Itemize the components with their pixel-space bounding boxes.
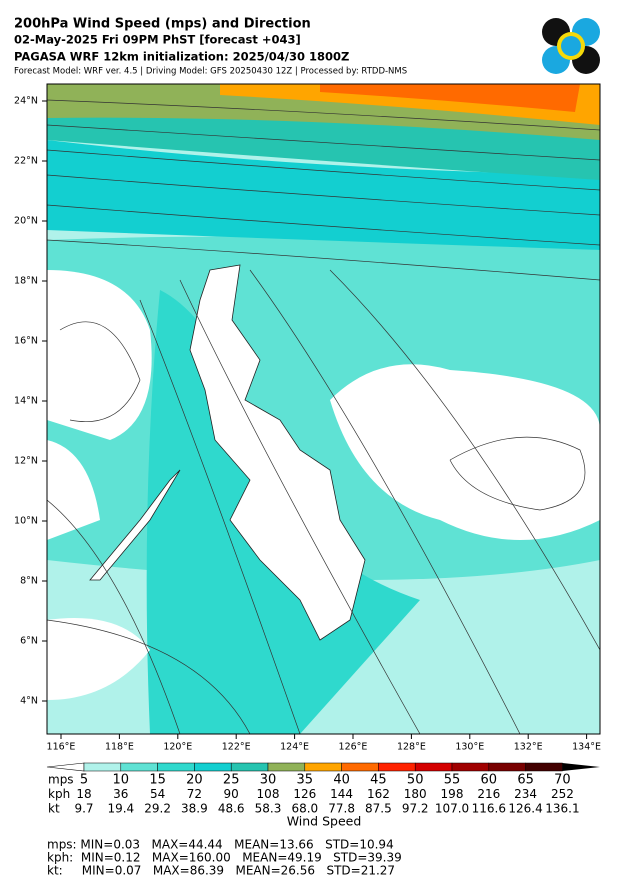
lon-label: 130°E [455,742,484,753]
lon-label: 134°E [572,742,601,753]
lon-label: 132°E [514,742,543,753]
colorbar-label: 126 [293,787,316,801]
lat-label: 16°N [14,336,38,347]
lat-label: 24°N [14,96,38,107]
lon-label: 128°E [397,742,426,753]
colorbar-label: 116.6 [472,802,506,816]
colorbar-bin [414,762,453,772]
lat-label: 4°N [20,696,38,707]
colorbar-label: 20 [186,773,203,788]
colorbar-label: 55 [444,773,461,788]
colorbar-label: 36 [113,787,128,801]
colorbar-arrow [46,762,85,772]
colorbar-bin [230,762,269,772]
credits: Forecast Model: WRF ver. 4.5 | Driving M… [14,67,407,77]
colorbar-label: 234 [514,787,537,801]
colorbar-label: 72 [187,787,202,801]
colorbar-label: 68.0 [291,802,318,816]
colorbar-label: 107.0 [435,802,469,816]
lon-label: 124°E [280,742,309,753]
colorbar-label: 40 [333,773,350,788]
colorbar-bin [157,762,195,772]
colorbar-label: 19.4 [107,802,134,816]
colorbar-label: 60 [481,773,498,788]
lat-label: 22°N [14,156,38,167]
colorbar-label: 15 [149,773,166,788]
colorbar-label: 162 [367,787,390,801]
colorbar-label: 97.2 [402,802,429,816]
lat-label: 8°N [20,576,38,587]
lat-label: 6°N [20,636,38,647]
colorbar-label: 126.4 [508,802,542,816]
stats-line: kph: MIN=0.12 MAX=160.00 MEAN=49.19 STD=… [47,851,402,865]
colorbar-bin [525,762,563,772]
colorbar-label: 5 [80,773,88,788]
colorbar-label: 87.5 [365,802,392,816]
colorbar-label: 10 [113,773,130,788]
unit-label: kph [48,787,70,801]
lon-label: 126°E [339,742,368,753]
colorbar-bin [83,762,122,772]
colorbar-bin [267,762,306,772]
colorbar-bin [488,762,526,772]
colorbar-title: Wind Speed [287,814,362,829]
lon-label: 122°E [222,742,251,753]
stats-line: mps: MIN=0.03 MAX=44.44 MEAN=13.66 STD=1… [47,838,394,852]
colorbar-label: 9.7 [74,802,93,816]
colorbar-label: 50 [407,773,424,788]
lat-label: 14°N [14,396,38,407]
map-frame [46,83,601,735]
lat-label: 12°N [14,456,38,467]
colorbar-label: 38.9 [181,802,208,816]
colorbar-label: 30 [260,773,277,788]
colorbar-label: 108 [257,787,280,801]
colorbar-label: 48.6 [218,802,245,816]
lat-label: 10°N [14,516,38,527]
colorbar-bin [304,762,342,772]
lon-label: 116°E [47,742,76,753]
lon-label: 118°E [105,742,134,753]
lat-label: 20°N [14,216,38,227]
colorbar-label: 180 [404,787,427,801]
unit-label: mps [48,773,74,787]
colorbar-label: 198 [441,787,464,801]
subtitle: 02-May-2025 Fri 09PM PhST [forecast +043… [14,33,301,47]
colorbar-label: 90 [224,787,239,801]
colorbar-arrow [562,763,600,771]
title: 200hPa Wind Speed (mps) and Direction [14,17,311,32]
colorbar-bin [341,762,379,772]
lat-label: 18°N [14,276,38,287]
stats-line: kt: MIN=0.07 MAX=86.39 MEAN=26.56 STD=21… [47,864,395,878]
colorbar-label: 45 [370,773,387,788]
colorbar-label: 35 [297,773,314,788]
init: PAGASA WRF 12km initialization: 2025/04/… [14,50,349,64]
colorbar-label: 144 [330,787,353,801]
colorbar-label: 70 [554,773,571,788]
lon-label: 120°E [163,742,192,753]
colorbar-bin [378,762,416,772]
colorbar-label: 65 [517,773,534,788]
colorbar-label: 136.1 [545,802,579,816]
colorbar-label: 25 [223,773,240,788]
logo [542,18,600,74]
colorbar-label: 29.2 [144,802,171,816]
map [47,84,600,734]
colorbar-label: 252 [551,787,574,801]
labels: 24°N 22°N 20°N 18°N 16°N 14°N 12°N 10°N 8°N 6°N 4°… [14,96,601,878]
colorbar-label: 58.3 [255,802,282,816]
colorbar-label: 18 [76,787,91,801]
colorbar-bin [451,762,490,772]
colorbar-label: 77.8 [328,802,355,816]
colorbar-label: 54 [150,787,165,801]
unit-label: kt [48,802,60,816]
colorbar-bin [194,762,232,772]
colorbar-bin [120,762,158,772]
colorbar-label: 216 [477,787,500,801]
